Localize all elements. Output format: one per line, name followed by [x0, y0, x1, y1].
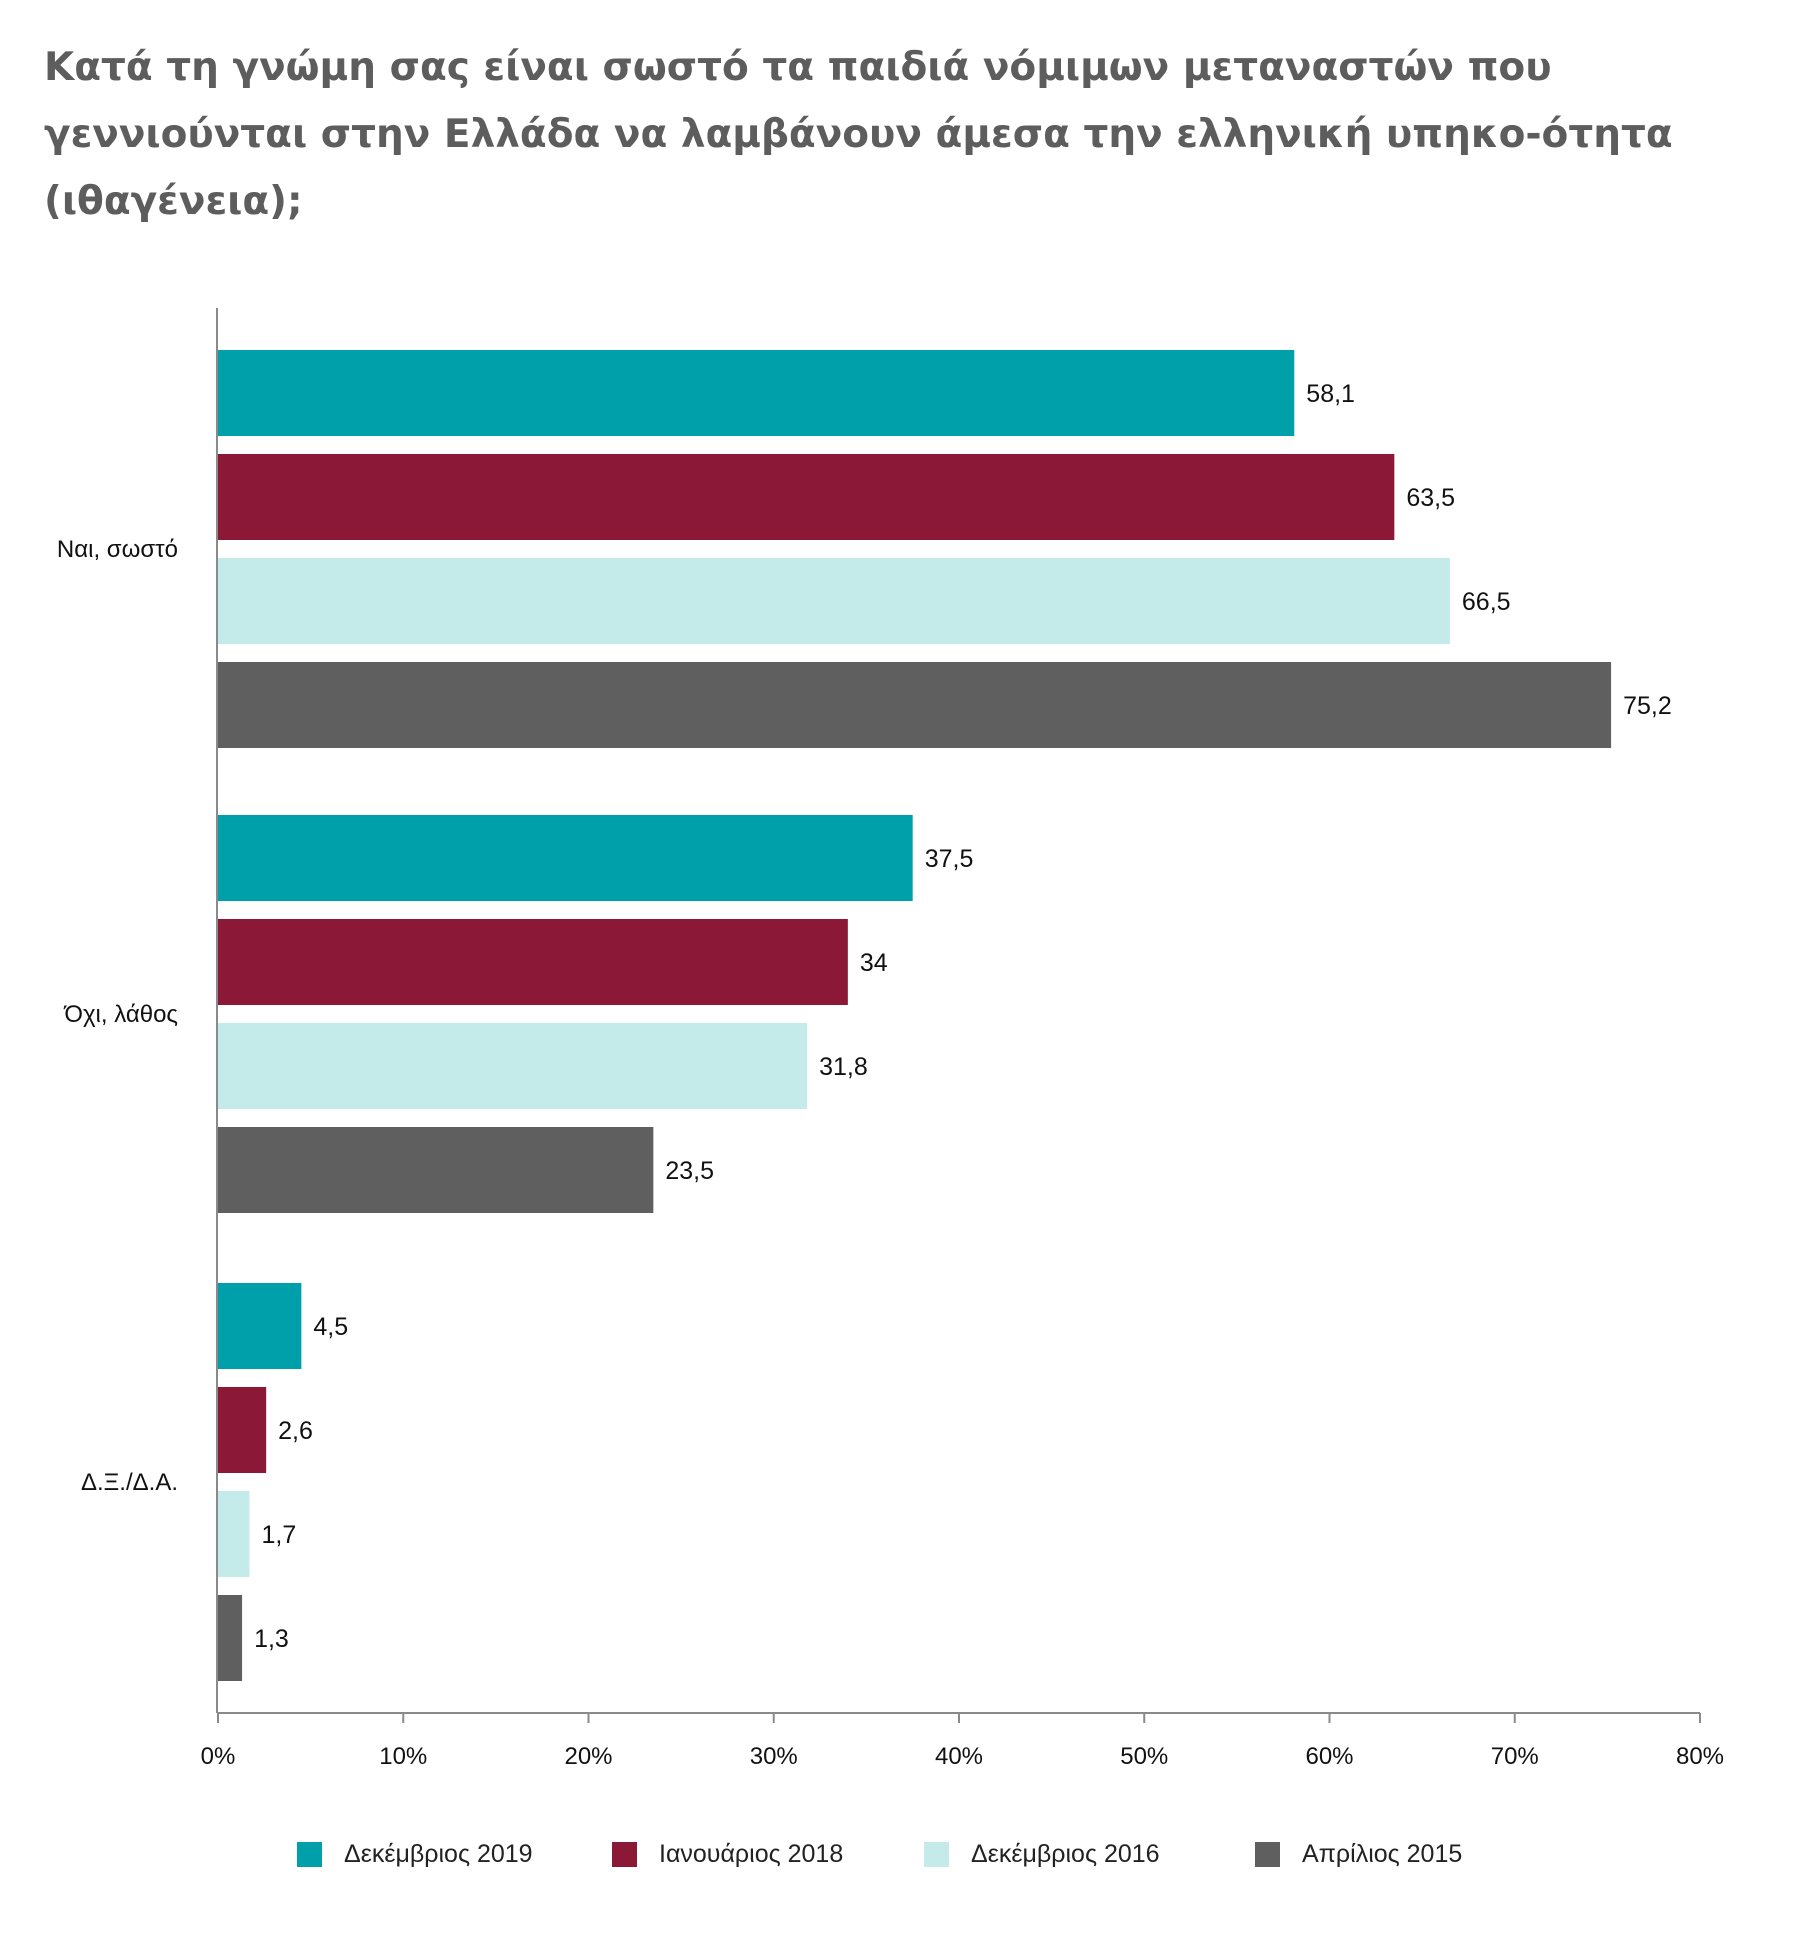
legend-item: Απρίλιος 2015: [1255, 1840, 1462, 1869]
data-label: 66,5: [1462, 588, 1511, 616]
bar: [218, 1127, 654, 1213]
bar: [218, 1595, 243, 1681]
legend-label: Ιανουάριος 2018: [659, 1840, 844, 1868]
legend-item: Δεκέμβριος 2016: [924, 1840, 1160, 1869]
bar-chart: 58,1 63,5 66,5 75,2 37,5 34 31,8 23,5 4,5 2,6 1,7 1…: [57, 308, 1724, 1770]
data-label: 34: [860, 949, 888, 977]
data-label: 4,5: [313, 1313, 348, 1341]
legend-swatch: [612, 1842, 637, 1867]
bars-layer: 58,1 63,5 66,5 75,2 37,5 34 31,8 23,5 4,5 2,6 1,7 1…: [218, 350, 1672, 1681]
x-tick-label: 0%: [201, 1743, 236, 1770]
bar: [218, 1491, 250, 1577]
data-label: 1,7: [261, 1521, 296, 1549]
bar: [218, 815, 913, 901]
data-label: 1,3: [254, 1625, 289, 1653]
x-tick-label: 70%: [1491, 1743, 1539, 1770]
bar: [218, 919, 848, 1005]
data-label: 75,2: [1623, 692, 1672, 720]
legend-label: Δεκέμβριος 2019: [344, 1840, 533, 1868]
bar: [218, 1023, 808, 1109]
data-label: 2,6: [278, 1417, 313, 1445]
data-label: 58,1: [1306, 380, 1355, 408]
x-tick-label: 30%: [750, 1743, 798, 1770]
bar: [218, 558, 1450, 644]
bar: [218, 662, 1612, 748]
x-tick-label: 60%: [1305, 1743, 1353, 1770]
x-tick-label: 20%: [564, 1743, 612, 1770]
data-label: 37,5: [925, 845, 974, 873]
chart-title: Κατά τη γνώμη σας είναι σωστό τα παιδιά …: [44, 45, 1673, 224]
bar: [218, 1387, 267, 1473]
legend-swatch: [924, 1842, 949, 1867]
x-tick-label: 40%: [935, 1743, 983, 1770]
x-tick-label: 10%: [379, 1743, 427, 1770]
data-label: 63,5: [1406, 484, 1455, 512]
category-label: Ναι, σωστό: [57, 536, 178, 563]
x-tick-label: 50%: [1120, 1743, 1168, 1770]
x-tick-label: 80%: [1676, 1743, 1724, 1770]
axes-layer: Ναι, σωστό Όχι, λάθος Δ.Ξ./Δ.Α. 0% 10% 20% 30%…: [57, 308, 1724, 1770]
bar: [218, 454, 1395, 540]
bar: [218, 350, 1295, 436]
legend-swatch: [1255, 1842, 1280, 1867]
data-label: 23,5: [665, 1157, 714, 1185]
legend-label: Δεκέμβριος 2016: [971, 1840, 1160, 1868]
category-label: Δ.Ξ./Δ.Α.: [81, 1469, 178, 1496]
legend-swatch: [297, 1842, 322, 1867]
bar: [218, 1283, 302, 1369]
category-label: Όχι, λάθος: [63, 1001, 178, 1028]
data-label: 31,8: [819, 1053, 868, 1081]
legend: Δεκέμβριος 2019 Ιανουάριος 2018 Δεκέμβριος…: [0, 1840, 1801, 1890]
legend-item: Δεκέμβριος 2019: [297, 1840, 533, 1869]
legend-item: Ιανουάριος 2018: [612, 1840, 843, 1869]
legend-label: Απρίλιος 2015: [1302, 1840, 1463, 1868]
